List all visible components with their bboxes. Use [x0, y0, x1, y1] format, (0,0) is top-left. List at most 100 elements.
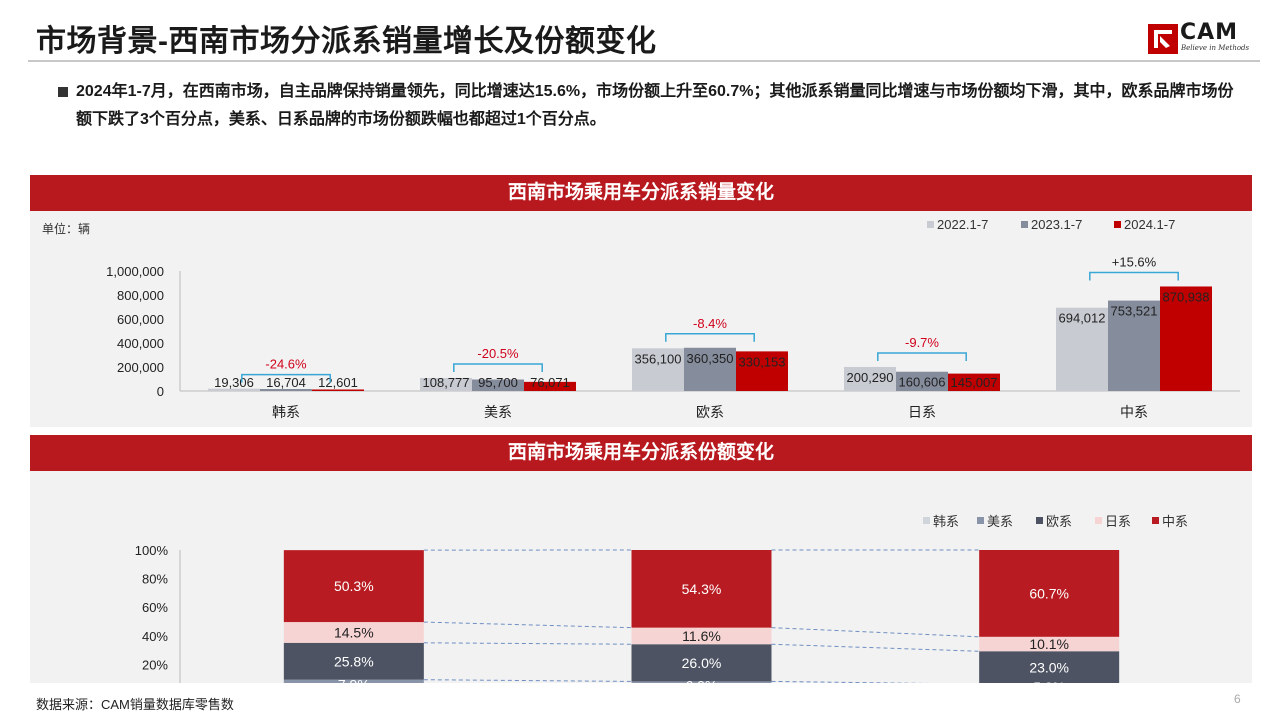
bar-美系-2024.1-7: [524, 381, 576, 391]
data-label: 108,777: [423, 375, 470, 390]
share-label: 23.0%: [1029, 660, 1069, 676]
bar-韩系-2023.1-7: [260, 388, 312, 391]
legend-swatch-2024.1-7: [1114, 221, 1121, 228]
share-label: 14.5%: [334, 624, 374, 640]
growth-bracket: [665, 333, 755, 342]
legend-label-韩系: 韩系: [933, 514, 959, 529]
data-label: 356,100: [635, 351, 682, 366]
legend-swatch-日系: [1095, 517, 1102, 524]
legend-label-中系: 中系: [1162, 514, 1188, 529]
data-label: 160,606: [899, 375, 946, 390]
category-label: 日系: [908, 404, 936, 420]
sales-volume-panel: 西南市场乘用车分派系销量变化 单位：辆 2022.1-7 2023.1-7 2024.…: [30, 175, 1252, 427]
y-tick-label: 200,000: [117, 360, 164, 375]
logo-tagline: Believe in Methods: [1181, 44, 1250, 52]
segment-2024.1-7-日系: [979, 636, 1120, 652]
share-label: 54.3%: [682, 581, 722, 597]
growth-bracket: [453, 363, 543, 372]
connector-line: [423, 642, 632, 645]
y-tick-label: 20%: [142, 657, 168, 672]
y-tick-label: 1,000,000: [106, 264, 164, 279]
y-tick-label: 400,000: [117, 336, 164, 351]
segment-2024.1-7-中系: [979, 550, 1120, 637]
data-label: 95,700: [478, 375, 518, 390]
growth-label: -24.6%: [265, 357, 307, 372]
legend-label-2023.1-7: 2023.1-7: [1031, 217, 1082, 232]
bar-韩系-2024.1-7: [312, 389, 364, 391]
source-note: 数据来源：CAM销量数据库零售数: [36, 697, 234, 712]
category-label: 中系: [1120, 404, 1148, 420]
share-label: 7.9%: [338, 676, 370, 683]
bar-欧系-2024.1-7: [736, 351, 788, 391]
legend-label-欧系: 欧系: [1046, 514, 1072, 529]
segment-2023.1-7-日系: [631, 627, 772, 645]
cam-logo: CAM Believe in Methods: [1148, 20, 1258, 58]
connector-line: [771, 627, 980, 638]
legend-swatch-欧系: [1036, 517, 1043, 524]
bar-欧系-2023.1-7: [684, 347, 736, 391]
growth-label: -9.7%: [905, 335, 939, 350]
segment-2022.1-7-日系: [283, 622, 424, 643]
legend-swatch-2022.1-7: [927, 221, 934, 228]
legend-label-日系: 日系: [1105, 514, 1131, 529]
logo-mark-icon: [1148, 24, 1178, 54]
summary-text: 2024年1-7月，在西南市场，自主品牌保持销量领先，同比增速达15.6%，市场…: [76, 83, 1234, 128]
data-label: 76,071: [530, 375, 570, 390]
bar-中系-2022.1-7: [1056, 307, 1108, 391]
bullet-square-icon: [58, 87, 68, 97]
data-label: 200,290: [847, 370, 894, 385]
share-label: 5.3%: [1033, 679, 1065, 683]
logo-wordmark: CAM: [1180, 20, 1239, 45]
legend-label-美系: 美系: [987, 514, 1013, 529]
y-tick-label: 80%: [142, 572, 168, 587]
data-label: 16,704: [266, 375, 306, 390]
growth-label: +15.6%: [1112, 254, 1157, 269]
bar-韩系-2022.1-7: [208, 388, 260, 391]
share-label: 60.7%: [1029, 585, 1069, 601]
share-label: 10.1%: [1029, 636, 1069, 652]
share-chart-title: 西南市场乘用车分派系份额变化: [30, 435, 1252, 471]
legend-swatch-韩系: [923, 517, 930, 524]
segment-2023.1-7-中系: [631, 550, 772, 628]
category-label: 欧系: [696, 404, 724, 420]
bar-欧系-2022.1-7: [632, 348, 684, 391]
share-label: 50.3%: [334, 578, 374, 594]
legend-swatch-美系: [977, 517, 984, 524]
bar-日系-2023.1-7: [896, 371, 948, 391]
data-label: 694,012: [1059, 311, 1106, 326]
connector-line: [771, 680, 980, 685]
segment-2022.1-7-欧系: [283, 642, 424, 680]
category-label: 美系: [484, 404, 512, 420]
connector-line: [771, 643, 980, 652]
bar-美系-2022.1-7: [420, 377, 472, 391]
sales-chart-title: 西南市场乘用车分派系销量变化: [30, 175, 1252, 211]
data-label: 19,306: [214, 375, 254, 390]
data-label: 360,350: [687, 351, 734, 366]
y-tick-label: 100%: [135, 543, 169, 558]
legend-swatch-中系: [1152, 517, 1159, 524]
share-label: 11.6%: [682, 628, 721, 644]
segment-2024.1-7-欧系: [979, 651, 1120, 685]
connector-line: [423, 621, 632, 629]
legend-label-2024.1-7: 2024.1-7: [1124, 217, 1175, 232]
data-label: 145,007: [951, 375, 998, 390]
category-label: 韩系: [272, 404, 300, 420]
growth-bracket: [877, 352, 967, 361]
unit-label: 单位：辆: [42, 221, 90, 236]
bar-中系-2023.1-7: [1108, 300, 1160, 391]
sales-volume-chart: 单位：辆 2022.1-7 2023.1-7 2024.1-7 0 200,000 400,…: [42, 217, 1240, 420]
connector-line: [423, 679, 632, 682]
y-tick-label: 0: [157, 384, 164, 399]
growth-label: -20.5%: [477, 346, 519, 361]
share-label: 26.0%: [682, 655, 722, 671]
page-number: 6: [1234, 692, 1241, 706]
segment-2022.1-7-中系: [283, 550, 424, 623]
growth-bracket: [241, 373, 331, 383]
bar-中系-2024.1-7: [1160, 286, 1212, 391]
y-tick-label: 60%: [142, 600, 168, 615]
market-share-panel: 西南市场乘用车分派系份额变化 韩系美系欧系日系中系0%20%40%60%80%1…: [30, 435, 1252, 715]
summary-bullet: 2024年1-7月，在西南市场，自主品牌保持销量领先，同比增速达15.6%，市场…: [58, 78, 1248, 134]
growth-label: -8.4%: [693, 316, 727, 331]
y-tick-label: 600,000: [117, 312, 164, 327]
market-share-chart: 韩系美系欧系日系中系0%20%40%60%80%100%1.4%7.9%25.8…: [135, 514, 1223, 715]
